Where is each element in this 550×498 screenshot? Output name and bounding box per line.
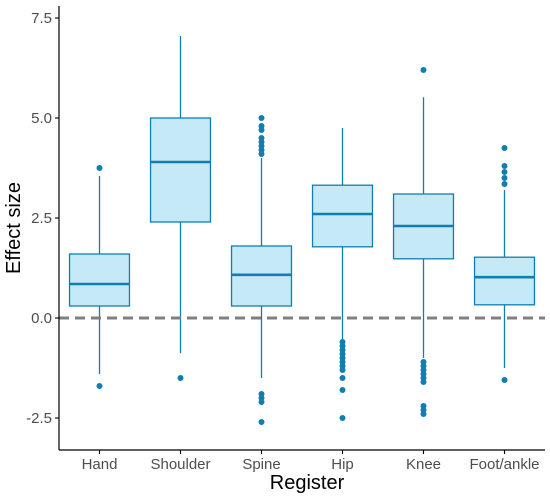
outlier-point [501,145,508,151]
outlier-point [420,411,427,417]
box-iqr [149,117,212,223]
outlier-point [420,67,427,73]
outlier-point [258,115,265,121]
box-iqr [473,256,536,306]
outlier-point [501,169,508,175]
outlier-point [96,165,103,171]
outlier-point [258,151,265,157]
y-tick-label: 0.0 [31,310,52,327]
axis-layer: -2.5 0.0 2.5 5.0 7.5 Hand Shoulder Spine Hip Knee… [26,6,545,473]
x-tick-label: Hand [82,456,118,473]
x-tick-label: Foot/ankle [469,456,539,473]
x-tick-label: Shoulder [150,456,210,473]
x-tick-label: Spine [242,456,280,473]
outlier-point [501,181,508,187]
y-tick-label: -2.5 [26,410,52,427]
box-group-hand [68,165,131,389]
x-axis-title: Register [270,472,345,494]
box-group-shoulder [149,36,212,381]
outlier-point [339,415,346,421]
box-group-spine [230,115,293,425]
outlier-point [420,379,427,385]
y-tick-label: 7.5 [31,10,52,27]
outlier-point [96,383,103,389]
box-group-foot-ankle [473,145,536,383]
x-tick-label: Hip [331,456,354,473]
outlier-point [501,377,508,383]
y-tick-label: 5.0 [31,110,52,127]
plot-layer [59,36,545,425]
box-iqr [311,184,374,248]
box-group-knee [392,67,455,417]
y-tick-label: 2.5 [31,210,52,227]
outlier-point [501,175,508,181]
outlier-point [258,399,265,405]
x-tick-label: Knee [406,456,441,473]
outlier-point [339,375,346,381]
outlier-point [339,367,346,373]
outlier-point [258,127,265,133]
box-iqr [68,253,131,307]
outlier-point [177,375,184,381]
box-group-hip [311,128,374,421]
outlier-point [339,387,346,393]
outlier-point [501,163,508,169]
y-axis-title: Effect size [3,182,25,274]
outlier-point [258,419,265,425]
